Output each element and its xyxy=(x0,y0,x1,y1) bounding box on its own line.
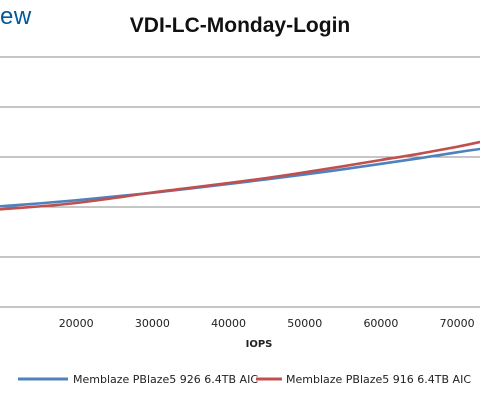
legend-label-1: Memblaze PBlaze5 916 6.4TB AIC xyxy=(286,373,471,386)
x-tick-label: 20000 xyxy=(59,317,94,330)
gridlines xyxy=(0,56,480,308)
x-axis-title: IOPS xyxy=(246,339,273,350)
x-tick-label: 70000 xyxy=(440,317,475,330)
x-tick-label: 60000 xyxy=(363,317,398,330)
legend: Memblaze PBlaze5 926 6.4TB AIC Memblaze P… xyxy=(18,373,471,386)
legend-label-0: Memblaze PBlaze5 926 6.4TB AIC xyxy=(73,373,258,386)
series-line-1 xyxy=(0,140,480,211)
series-line-0 xyxy=(0,147,480,208)
series-lines xyxy=(0,140,480,211)
x-tick-label: 30000 xyxy=(135,317,170,330)
logo-fragment: ew xyxy=(0,3,32,30)
x-tick-label: 50000 xyxy=(287,317,322,330)
x-axis-ticks: 20000 30000 40000 50000 60000 70000 xyxy=(59,317,475,330)
x-tick-label: 40000 xyxy=(211,317,246,330)
chart-title: VDI-LC-Monday-Login xyxy=(129,14,351,37)
